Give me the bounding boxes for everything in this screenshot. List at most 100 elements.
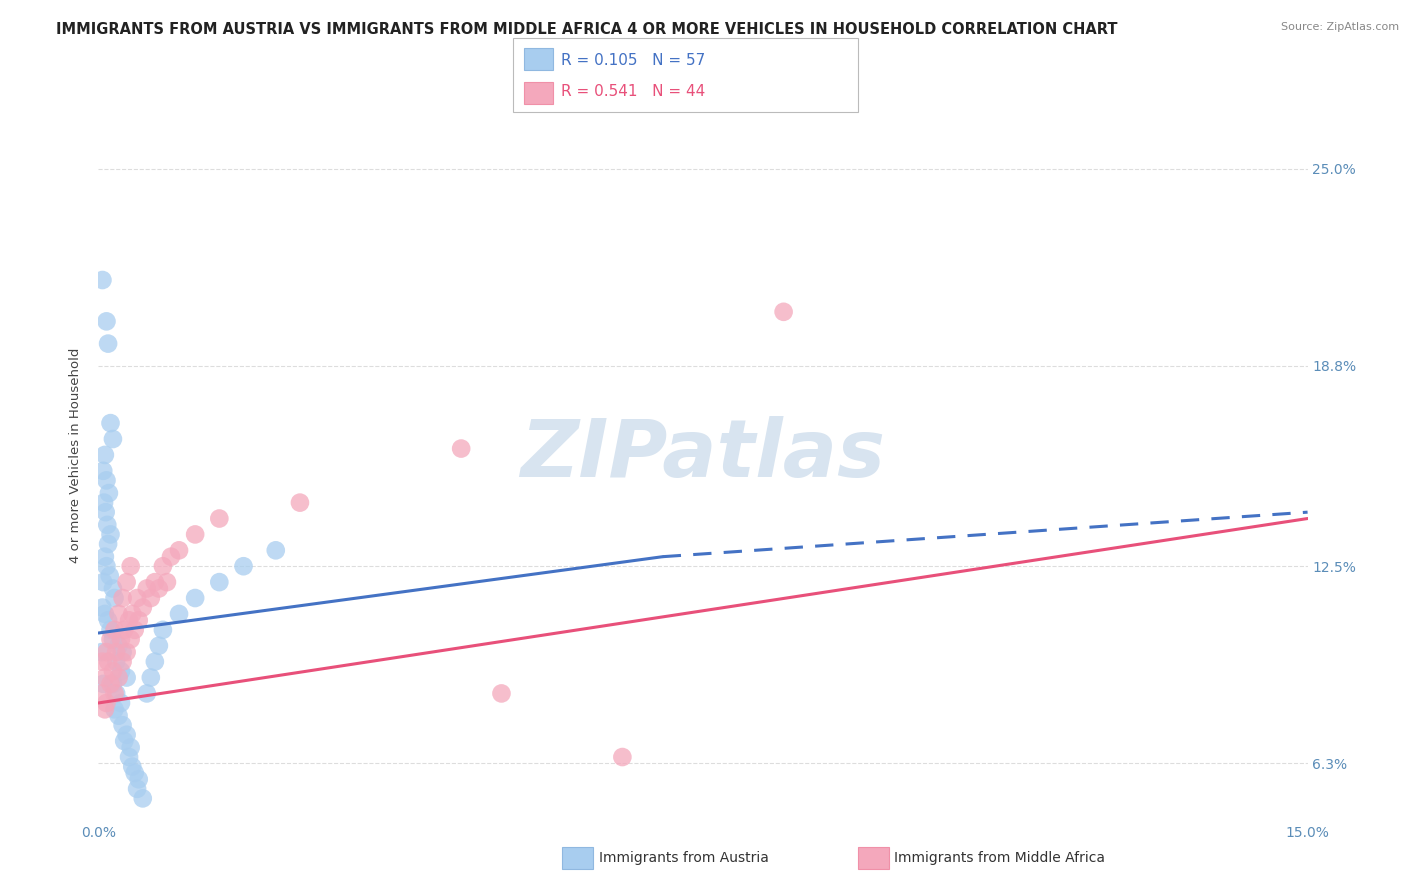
Point — [94, 671, 117, 685]
Point — [111, 718, 134, 732]
Point — [105, 645, 128, 659]
Point — [94, 607, 117, 621]
Point — [167, 543, 190, 558]
Point — [143, 575, 166, 590]
Point — [127, 781, 149, 796]
Point — [143, 655, 166, 669]
Point — [156, 575, 179, 590]
Point — [101, 582, 124, 596]
Point — [208, 575, 231, 590]
Text: IMMIGRANTS FROM AUSTRIA VS IMMIGRANTS FROM MIDDLE AFRICA 4 OR MORE VEHICLES IN H: IMMIGRANTS FROM AUSTRIA VS IMMIGRANTS FR… — [56, 22, 1118, 37]
Point — [121, 759, 143, 773]
Point — [110, 696, 132, 710]
Point — [100, 416, 122, 430]
Point — [124, 623, 146, 637]
Point — [101, 432, 124, 446]
Point — [107, 607, 129, 621]
Text: Source: ZipAtlas.com: Source: ZipAtlas.com — [1281, 22, 1399, 32]
Point — [115, 645, 138, 659]
Point — [100, 677, 122, 691]
Point — [118, 750, 141, 764]
Point — [111, 591, 134, 605]
Point — [132, 791, 155, 805]
Point — [94, 448, 117, 462]
Point — [96, 517, 118, 532]
Point — [110, 632, 132, 647]
Point — [90, 645, 112, 659]
Point — [115, 728, 138, 742]
Point — [96, 559, 118, 574]
Y-axis label: 4 or more Vehicles in Household: 4 or more Vehicles in Household — [69, 347, 83, 563]
Point — [107, 639, 129, 653]
Point — [91, 273, 114, 287]
Point — [112, 734, 135, 748]
Point — [232, 559, 254, 574]
Point — [208, 511, 231, 525]
Text: R = 0.105   N = 57: R = 0.105 N = 57 — [561, 53, 706, 68]
Point — [120, 740, 142, 755]
Point — [135, 582, 157, 596]
Point — [128, 613, 150, 627]
Point — [107, 671, 129, 685]
Point — [264, 543, 287, 558]
Point — [101, 632, 124, 647]
Point — [152, 623, 174, 637]
Point — [101, 677, 124, 691]
Point — [100, 527, 122, 541]
Point — [112, 623, 135, 637]
Point — [167, 607, 190, 621]
Point — [120, 632, 142, 647]
Point — [96, 314, 118, 328]
Text: ZIPatlas: ZIPatlas — [520, 416, 886, 494]
Point — [94, 549, 117, 564]
Text: R = 0.541   N = 44: R = 0.541 N = 44 — [561, 84, 706, 98]
Point — [96, 645, 118, 659]
Point — [105, 686, 128, 700]
Point — [152, 559, 174, 574]
Text: Immigrants from Austria: Immigrants from Austria — [599, 851, 769, 865]
Point — [184, 527, 207, 541]
Point — [107, 708, 129, 723]
Point — [105, 655, 128, 669]
Point — [97, 336, 120, 351]
Point — [184, 591, 207, 605]
Point — [148, 582, 170, 596]
Point — [96, 474, 118, 488]
Point — [148, 639, 170, 653]
Point — [118, 613, 141, 627]
Point — [124, 766, 146, 780]
Point — [450, 442, 472, 456]
Point — [97, 537, 120, 551]
Point — [103, 686, 125, 700]
Point — [132, 600, 155, 615]
Point — [120, 559, 142, 574]
Point — [91, 464, 114, 478]
Point — [97, 613, 120, 627]
Point — [127, 591, 149, 605]
Point — [612, 750, 634, 764]
Point — [91, 655, 114, 669]
Text: Immigrants from Middle Africa: Immigrants from Middle Africa — [894, 851, 1105, 865]
Point — [111, 645, 134, 659]
Point — [94, 505, 117, 519]
Point — [94, 702, 117, 716]
Point — [491, 686, 513, 700]
Point — [115, 575, 138, 590]
Point — [91, 575, 114, 590]
Point — [97, 486, 120, 500]
Point — [110, 664, 132, 678]
Point — [103, 591, 125, 605]
Point — [98, 568, 121, 582]
Point — [772, 305, 794, 319]
Point — [139, 671, 162, 685]
Point — [128, 772, 150, 787]
Point — [101, 664, 124, 678]
Point — [111, 655, 134, 669]
Point — [91, 600, 114, 615]
Point — [96, 696, 118, 710]
Point — [121, 607, 143, 621]
Point — [93, 495, 115, 509]
Point — [100, 623, 122, 637]
Point — [100, 632, 122, 647]
Point — [160, 549, 183, 564]
